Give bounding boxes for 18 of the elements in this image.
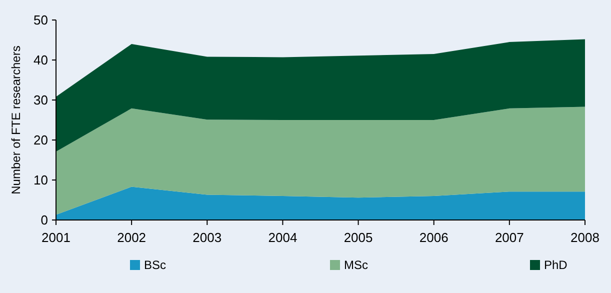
y-tick-label: 50 [34,12,48,28]
x-tick-label: 2003 [192,230,222,245]
legend-label: MSc [344,258,368,272]
x-tick-label: 2002 [117,230,146,245]
legend-label: PhD [544,258,568,272]
legend-label: BSc [144,258,166,272]
x-tick-label: 2005 [344,230,373,245]
y-tick-label: 10 [34,172,48,188]
y-tick-label: 0 [40,212,48,228]
x-tick-label: 2001 [42,230,70,245]
x-tick-label: 2004 [268,230,298,245]
x-tick-label: 2008 [570,230,600,245]
x-tick-label: 2007 [494,230,524,245]
x-tick-label: 2006 [419,230,448,245]
y-tick-label: 20 [34,132,48,148]
y-axis-title: Number of FTE researchers [9,46,23,194]
y-tick-label: 30 [34,92,48,108]
y-tick-label: 40 [34,52,48,68]
